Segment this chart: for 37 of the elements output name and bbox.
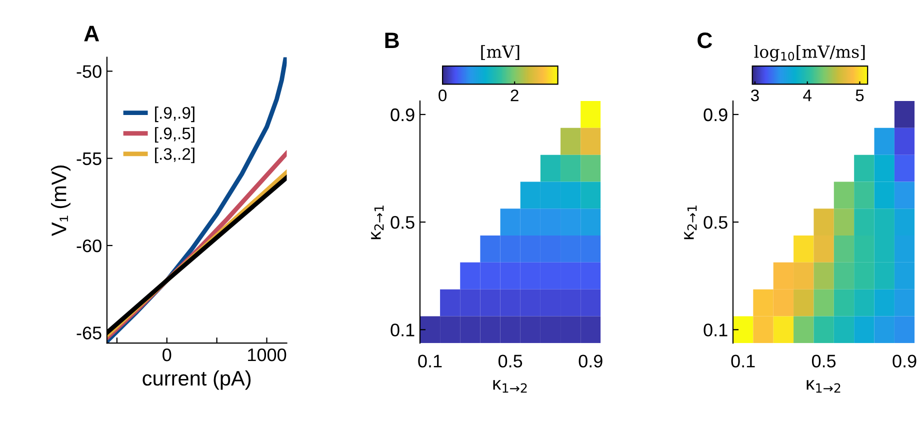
color-bar-label: 4 (803, 90, 812, 102)
y-tick-label: 0.9 (704, 108, 728, 122)
x-tick-label: 0.5 (812, 354, 836, 368)
legend-label: [.9,.9] (155, 106, 194, 122)
y-tick-label: 0.1 (390, 324, 414, 336)
color-bar-label: 0 (438, 90, 447, 102)
x-axis-title: κ$_{1→2}$ (493, 380, 527, 393)
y-tick-label: 0.9 (390, 108, 414, 122)
x-tick-label: 0.5 (498, 354, 522, 368)
x-axis-title: current (pA) (142, 370, 251, 390)
y-tick-label: 0.5 (390, 216, 414, 229)
x-tick-label: 0 (162, 348, 172, 362)
x-tick-label: 0.1 (731, 354, 755, 368)
y-tick-label: -50 (76, 65, 102, 78)
y-tick-label: -55 (76, 152, 102, 166)
color-bar-label: 3 (750, 90, 759, 102)
color-bar-label: 2 (510, 90, 518, 102)
chart-title: B (385, 32, 399, 48)
x-tick-label: 0.9 (578, 354, 602, 368)
y-tick-label: -60 (76, 239, 102, 252)
color-bar-title: log$_{10}$[mV/ms] (754, 45, 865, 62)
chart-title: C (698, 32, 712, 48)
color-bar-title: [mV] (481, 45, 520, 60)
y-tick-label: 0.1 (704, 324, 728, 336)
x-axis-title: κ$_{1→2}$ (806, 380, 840, 393)
x-tick-label: 0.9 (892, 354, 916, 368)
legend-label: [.9,.5] (155, 127, 194, 143)
color-bar-label: 5 (856, 90, 864, 102)
chart-title: A (84, 26, 100, 42)
x-tick-label: 1000 (248, 348, 286, 362)
x-tick-label: 0.1 (418, 354, 442, 368)
y-axis-title: κ$_{2→1}$ (371, 206, 384, 240)
legend-label: [.3,.2] (155, 148, 194, 164)
y-axis-title: V₁ (mV) (51, 166, 70, 236)
y-tick-label: -65 (76, 326, 102, 340)
y-tick-label: 0.5 (704, 216, 728, 229)
y-axis-title: κ$_{2→1}$ (684, 206, 697, 240)
